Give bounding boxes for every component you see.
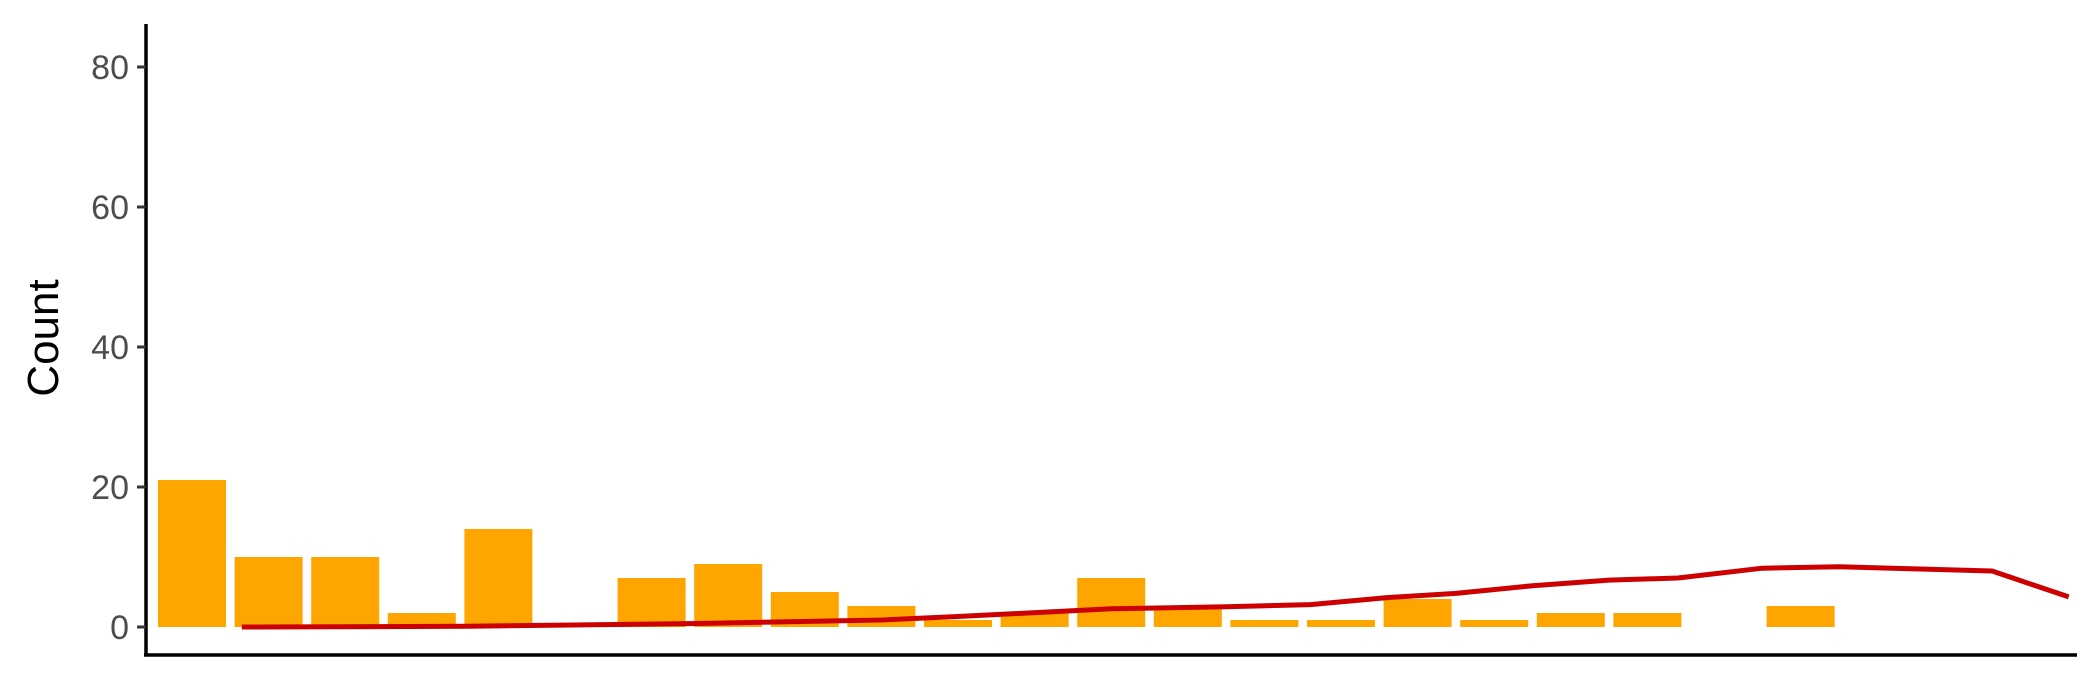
- bar: [1613, 613, 1682, 627]
- bar: [1536, 613, 1605, 627]
- bar: [1460, 620, 1529, 627]
- bar: [1766, 606, 1835, 627]
- bar: [464, 529, 533, 627]
- bar: [1000, 613, 1069, 627]
- y-axis-ticks: 0 20 40 60 80: [91, 49, 146, 647]
- bar: [1153, 606, 1222, 627]
- bar: [694, 564, 763, 627]
- y-axis: 0 20 40 60 80: [91, 24, 148, 655]
- y-tick-label: 60: [91, 189, 129, 227]
- y-tick-label: 0: [110, 609, 129, 647]
- bar: [1230, 620, 1299, 627]
- bar: [311, 557, 380, 627]
- trend-line-series: [241, 564, 2070, 630]
- bar: [1383, 599, 1452, 627]
- bar: [1307, 620, 1375, 627]
- bar: [158, 480, 226, 627]
- bar: [387, 613, 456, 627]
- y-tick-label: 40: [91, 329, 129, 367]
- bar: [617, 578, 686, 627]
- bar: [1077, 578, 1146, 627]
- bar: [234, 557, 303, 627]
- trend-line: [241, 564, 2070, 630]
- bar-series: [158, 480, 1835, 627]
- bar: [924, 620, 992, 627]
- y-tick-label: 80: [91, 49, 129, 87]
- y-axis-title: Count: [19, 279, 68, 396]
- y-tick-label: 20: [91, 469, 129, 507]
